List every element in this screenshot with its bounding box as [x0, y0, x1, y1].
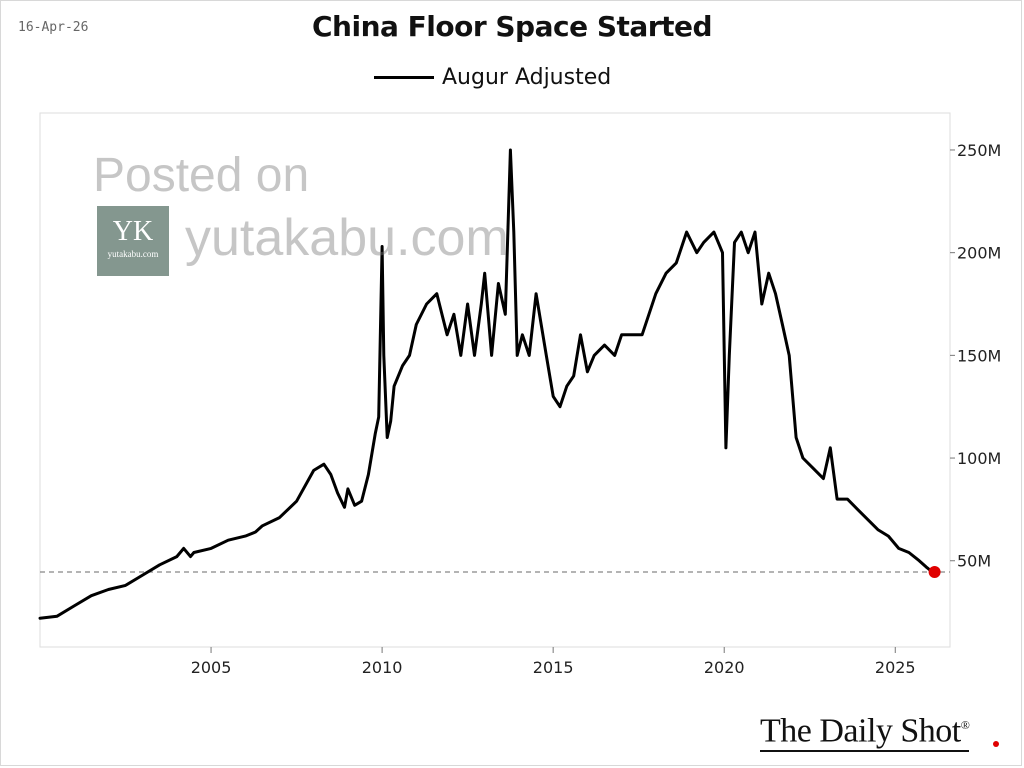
- legend-line-swatch: [374, 75, 434, 79]
- watermark-site-text: yutakabu.com: [185, 209, 509, 267]
- legend-label: Augur Adjusted: [442, 64, 612, 90]
- legend: Augur Adjusted: [374, 62, 611, 92]
- y-tick-label: 150M: [957, 346, 1001, 365]
- y-tick-label: 50M: [957, 552, 991, 571]
- x-tick-label: 2020: [704, 658, 745, 677]
- x-tick-label: 2015: [533, 658, 574, 677]
- brand-name: The Daily Shot: [760, 712, 961, 750]
- watermark-logo-mark: YK: [112, 216, 154, 247]
- x-tick-label: 2005: [191, 658, 232, 677]
- plot-area: [39, 112, 951, 648]
- watermark-logo: YK yutakabu.com: [97, 206, 169, 276]
- end-point-marker: [928, 566, 941, 579]
- chart-date: 16-Apr-26: [18, 20, 89, 35]
- watermark-logo-sub: yutakabu.com: [107, 249, 159, 259]
- brand-dot: [993, 741, 999, 747]
- y-tick-label: 200M: [957, 244, 1001, 263]
- x-tick-label: 2010: [362, 658, 403, 677]
- brand-registered-mark: ®: [960, 718, 970, 732]
- chart-title: China Floor Space Started: [311, 10, 713, 43]
- y-tick-label: 100M: [957, 449, 1001, 468]
- y-tick-label: 250M: [957, 141, 1001, 160]
- x-tick-label: 2025: [875, 658, 916, 677]
- watermark-posted-text: Posted on: [93, 149, 310, 202]
- series-line: [38, 148, 937, 620]
- brand-logo: The Daily Shot®: [760, 706, 970, 753]
